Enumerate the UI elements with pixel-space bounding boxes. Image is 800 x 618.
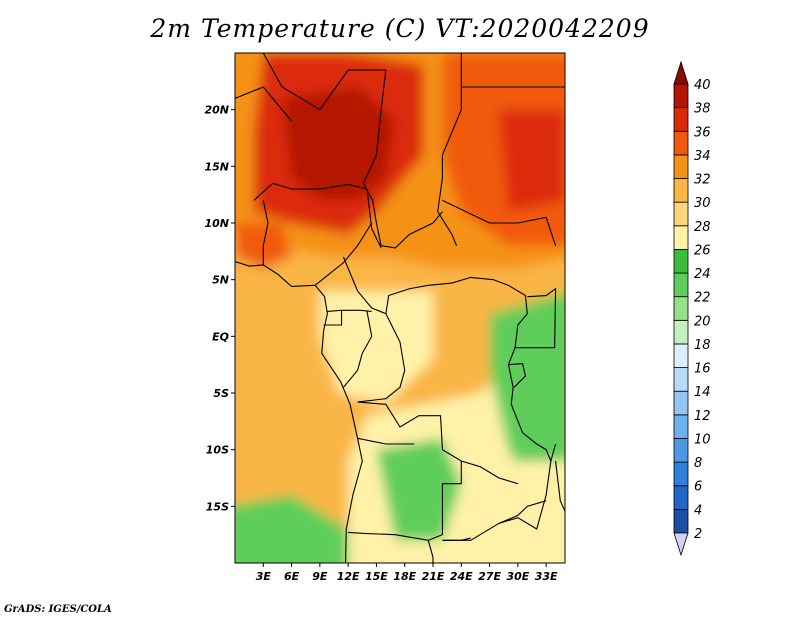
colorbar-segment	[673, 461, 689, 487]
lon-tick-label: 3E	[256, 570, 272, 583]
colorbar-segment	[673, 107, 689, 132]
colorbar-label: 4	[694, 503, 702, 518]
lon-tick-label: 21E	[422, 570, 445, 583]
lon-tick-label: 15E	[365, 570, 388, 583]
colorbar-segment	[673, 367, 689, 392]
colorbar-label: 40	[694, 78, 711, 93]
lat-tick-label: 15S	[206, 500, 229, 513]
lon-tick-label: 12E	[337, 570, 360, 583]
colorbar-segment	[673, 201, 689, 227]
colorbar-label: 30	[694, 196, 711, 211]
colorbar-segment	[673, 154, 689, 179]
lat-tick-label: 5N	[212, 274, 229, 287]
lon-tick-label: 9E	[312, 570, 328, 583]
colorbar-label: 18	[694, 338, 711, 353]
colorbar-label: 20	[694, 314, 711, 329]
colorbar-segment	[673, 390, 689, 416]
lat-tick-label: 10N	[204, 217, 229, 230]
colorbar-segment	[673, 508, 689, 534]
colorbar-label: 2	[694, 527, 702, 542]
colorbar-label: 8	[694, 456, 702, 471]
colorbar-segment	[673, 178, 689, 203]
colorbar-label: 32	[694, 173, 711, 188]
colorbar-segment	[673, 438, 689, 463]
credit-text: GrADS: IGES/COLA	[4, 604, 112, 615]
colorbar-segment	[673, 414, 689, 439]
lon-tick-label: 24E	[450, 570, 473, 583]
colorbar-segment	[673, 225, 689, 250]
colorbar-max-triangle	[673, 60, 689, 85]
colorbar-label: 16	[694, 362, 711, 377]
country-borders	[235, 53, 565, 563]
colorbar-label: 12	[694, 409, 711, 424]
colorbar-min-triangle	[673, 532, 689, 557]
colorbar-segment	[673, 83, 689, 109]
colorbar-label: 6	[694, 480, 702, 495]
map-axes: 20N 15N 10N 5N EQ 5S 10S 15S 3E 6E 9E 12E 15E 18E 21E 2…	[204, 104, 558, 583]
lon-tick-label: 6E	[284, 570, 300, 583]
colorbar-label: 36	[694, 125, 711, 140]
lon-tick-label: 30E	[506, 570, 529, 583]
colorbar-segment	[673, 343, 689, 368]
colorbar-segment	[673, 130, 689, 156]
colorbar-segment	[673, 319, 689, 345]
lon-tick-label: 33E	[535, 570, 558, 583]
lat-tick-label: 5S	[213, 387, 229, 400]
lat-tick-label: EQ	[212, 330, 229, 343]
colorbar-segment	[673, 272, 689, 298]
lat-tick-label: 10S	[206, 444, 229, 457]
colorbar-segment	[673, 249, 689, 274]
colorbar-segment	[673, 296, 689, 321]
colorbar-segment	[673, 485, 689, 510]
temperature-field	[235, 53, 565, 563]
colorbar-label: 28	[694, 220, 711, 235]
lat-tick-label: 20N	[204, 104, 229, 117]
lat-tick-label: 15N	[204, 160, 229, 173]
colorbar-label: 26	[694, 243, 711, 258]
colorbar-label: 24	[694, 267, 711, 282]
map-frame	[234, 52, 566, 564]
chart-title: 2m Temperature (C) VT:2020042209	[150, 14, 650, 43]
colorbar-label: 10	[694, 432, 711, 447]
lon-tick-label: 18E	[393, 570, 416, 583]
colorbar-label: 38	[694, 102, 711, 117]
lon-tick-label: 27E	[478, 570, 501, 583]
colorbar-label: 34	[694, 149, 711, 164]
colorbar-label: 14	[694, 385, 711, 400]
colorbar-label: 22	[694, 291, 711, 306]
